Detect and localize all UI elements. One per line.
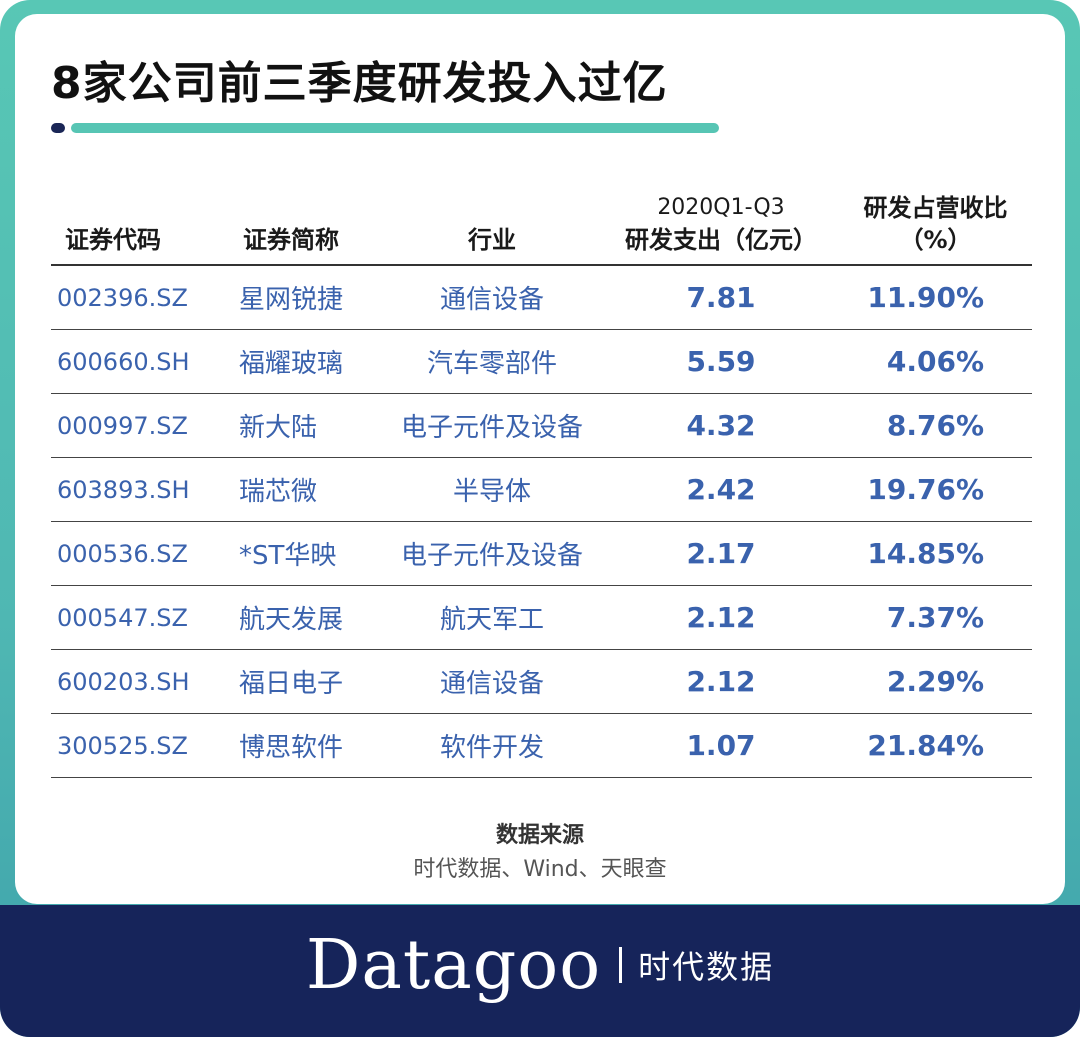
header-ratio: 研发占营收比 （%） — [839, 172, 1032, 266]
cell-ratio: 21.84% — [839, 713, 1032, 778]
table-row: 000547.SZ 航天发展 航天军工 2.12 7.37% — [51, 585, 1032, 650]
table-row: 000997.SZ 新大陆 电子元件及设备 4.32 8.76% — [51, 393, 1032, 458]
cell-code: 600660.SH — [51, 329, 229, 394]
cell-expense: 2.42 — [603, 457, 839, 522]
cell-name: 新大陆 — [229, 393, 381, 458]
cell-code: 000547.SZ — [51, 585, 229, 650]
table-row: 603893.SH 瑞芯微 半导体 2.42 19.76% — [51, 457, 1032, 522]
cell-industry: 软件开发 — [381, 713, 603, 778]
cell-name: 航天发展 — [229, 585, 381, 650]
header-expense-period: 2020Q1-Q3 — [657, 195, 785, 220]
cell-expense: 5.59 — [603, 329, 839, 394]
cell-ratio: 2.29% — [839, 649, 1032, 714]
rd-expense-table: 证券代码 证券简称 行业 2020Q1-Q3 研发支出（亿元） 研发占营收比 （… — [51, 172, 1032, 778]
cell-name: *ST华映 — [229, 521, 381, 586]
source-text: 时代数据、Wind、天眼查 — [413, 857, 667, 882]
title-underline-dot — [51, 123, 65, 133]
content-card: 8家公司前三季度研发投入过亿 证券代码 证券简称 行业 2020Q1-Q3 研发… — [15, 14, 1065, 904]
cell-ratio: 19.76% — [839, 457, 1032, 522]
header-ratio-unit: （%） — [899, 226, 972, 254]
cell-expense: 7.81 — [603, 265, 839, 330]
table-row: 002396.SZ 星网锐捷 通信设备 7.81 11.90% — [51, 265, 1032, 330]
cell-industry: 航天军工 — [381, 585, 603, 650]
cell-industry: 通信设备 — [381, 649, 603, 714]
cell-industry: 半导体 — [381, 457, 603, 522]
brand-logo-text: Datagoo — [305, 925, 602, 1005]
cell-expense: 1.07 — [603, 713, 839, 778]
cell-code: 600203.SH — [51, 649, 229, 714]
cell-expense: 2.12 — [603, 585, 839, 650]
cell-expense: 2.17 — [603, 521, 839, 586]
header-industry: 行业 — [381, 172, 603, 266]
header-ratio-label: 研发占营收比 — [863, 194, 1008, 222]
cell-name: 瑞芯微 — [229, 457, 381, 522]
cell-expense: 4.32 — [603, 393, 839, 458]
header-expense: 2020Q1-Q3 研发支出（亿元） — [603, 172, 839, 266]
cell-code: 000997.SZ — [51, 393, 229, 458]
table-row: 600660.SH 福耀玻璃 汽车零部件 5.59 4.06% — [51, 329, 1032, 394]
header-code: 证券代码 — [51, 172, 229, 266]
table-row: 000536.SZ *ST华映 电子元件及设备 2.17 14.85% — [51, 521, 1032, 586]
cell-ratio: 14.85% — [839, 521, 1032, 586]
table-header-row: 证券代码 证券简称 行业 2020Q1-Q3 研发支出（亿元） 研发占营收比 （… — [51, 172, 1032, 266]
cell-industry: 电子元件及设备 — [381, 521, 603, 586]
cell-name: 福耀玻璃 — [229, 329, 381, 394]
brand-chinese-name: 时代数据 — [638, 948, 775, 986]
brand-lockup: Datagoo 时代数据 — [0, 905, 1080, 1025]
header-expense-label: 研发支出（亿元） — [625, 226, 817, 254]
cell-industry: 通信设备 — [381, 265, 603, 330]
title-underline-bar — [71, 123, 719, 133]
brand-divider — [619, 947, 623, 983]
cell-code: 300525.SZ — [51, 713, 229, 778]
cell-ratio: 4.06% — [839, 329, 1032, 394]
cell-ratio: 7.37% — [839, 585, 1032, 650]
cell-code: 002396.SZ — [51, 265, 229, 330]
table-row: 300525.SZ 博思软件 软件开发 1.07 21.84% — [51, 713, 1032, 778]
cell-name: 福日电子 — [229, 649, 381, 714]
table-row: 600203.SH 福日电子 通信设备 2.12 2.29% — [51, 649, 1032, 714]
cell-industry: 汽车零部件 — [381, 329, 603, 394]
cell-ratio: 8.76% — [839, 393, 1032, 458]
cell-ratio: 11.90% — [839, 265, 1032, 330]
header-name: 证券简称 — [229, 172, 381, 266]
page-title: 8家公司前三季度研发投入过亿 — [51, 58, 668, 109]
source-label: 数据来源 — [495, 823, 584, 848]
cell-name: 博思软件 — [229, 713, 381, 778]
cell-industry: 电子元件及设备 — [381, 393, 603, 458]
cell-expense: 2.12 — [603, 649, 839, 714]
footer-banner: Datagoo 时代数据 — [0, 905, 1080, 1037]
cell-code: 000536.SZ — [51, 521, 229, 586]
cell-name: 星网锐捷 — [229, 265, 381, 330]
cell-code: 603893.SH — [51, 457, 229, 522]
